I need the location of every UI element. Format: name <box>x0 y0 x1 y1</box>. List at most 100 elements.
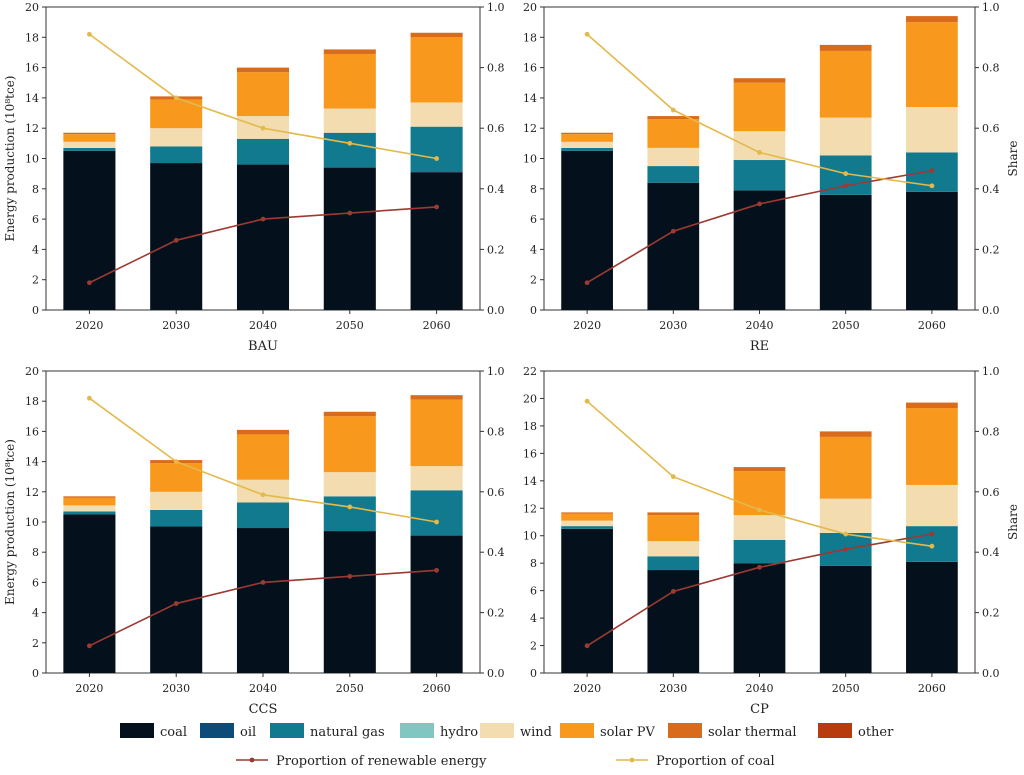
y2-tick-label: 0.6 <box>982 486 1000 499</box>
bar-segment-coal <box>561 528 613 673</box>
bar-segment-wind <box>819 117 872 156</box>
bar-segment-solar-thermal <box>906 16 958 23</box>
point-renewable <box>87 643 92 649</box>
bar-segment-natural-gas <box>63 511 116 515</box>
bar-segment-solar-pv <box>236 72 290 117</box>
y2-tick-label: 0.0 <box>982 304 1000 317</box>
y-tick-label: 2 <box>32 637 39 650</box>
point-coal-share <box>670 474 676 480</box>
y2-tick-label: 0.8 <box>487 62 505 75</box>
bar-segment-coal <box>323 531 376 673</box>
y-tick-label: 14 <box>25 456 39 469</box>
bar-segment-natural-gas <box>150 146 203 164</box>
y-tick-label: 12 <box>523 502 537 515</box>
bar-segment-solar-thermal <box>63 496 116 498</box>
point-renewable <box>670 228 676 234</box>
bar-segment-coal <box>906 191 958 310</box>
y-tick-label: 6 <box>530 585 537 598</box>
bar-segment-wind <box>323 108 376 133</box>
y-tick-label: 0 <box>530 667 537 680</box>
y-tick-label: 22 <box>523 365 537 378</box>
point-renewable <box>757 564 762 570</box>
y-axis-title: Energy production (10⁸tce) <box>3 439 17 605</box>
point-coal-share <box>929 183 935 189</box>
point-coal-share <box>584 398 590 404</box>
bar-segment-solar-thermal <box>561 132 613 135</box>
legend-marker-renewable <box>249 757 255 763</box>
bar-segment-solar-pv <box>906 408 958 485</box>
y-tick-label: 2 <box>530 274 537 287</box>
bar-segment-wind <box>150 128 203 147</box>
bar-segment-natural-gas <box>647 556 700 571</box>
bar-segment-wind <box>561 520 613 527</box>
bar-segment-solar-thermal <box>733 467 786 472</box>
bar-segment-coal <box>323 167 376 310</box>
bar-segment-natural-gas <box>410 490 463 536</box>
bar-segment-wind <box>733 131 786 161</box>
bar-segment-solar-pv <box>647 119 700 148</box>
bar-segment-solar-thermal <box>647 512 700 516</box>
y2-tick-label: 1.0 <box>982 365 1000 378</box>
y-tick-label: 18 <box>523 420 537 433</box>
x-tick-label: 2030 <box>162 682 190 695</box>
point-coal-share <box>670 107 676 113</box>
y-tick-label: 16 <box>523 447 537 460</box>
point-coal-share <box>434 519 439 525</box>
bar-segment-solar-pv <box>410 37 463 103</box>
point-renewable <box>347 210 353 216</box>
y2-tick-label: 0.2 <box>487 607 505 620</box>
y2-tick-label: 0.2 <box>982 243 1000 256</box>
y-tick-label: 12 <box>25 122 39 135</box>
y-tick-label: 8 <box>32 183 39 196</box>
point-renewable <box>260 216 266 222</box>
y-tick-label: 10 <box>523 153 537 166</box>
bar-segment-coal <box>906 561 958 673</box>
bar-segment-natural-gas <box>647 166 700 183</box>
bar-segment-solar-pv <box>819 50 872 118</box>
bar-segment-wind <box>647 147 700 167</box>
bar-segment-solar-pv <box>561 134 613 142</box>
bar-segment-wind <box>63 505 116 512</box>
y2-axis-title: Share <box>1006 141 1020 177</box>
y-tick-label: 10 <box>25 153 39 166</box>
bar-segment-solar-thermal <box>323 411 376 417</box>
bar-segment-solar-pv <box>410 399 463 467</box>
legend-label-wind: wind <box>520 725 552 740</box>
x-tick-label: 2050 <box>832 319 860 332</box>
bar-segment-natural-gas <box>733 539 786 564</box>
bar-segment-wind <box>561 141 613 148</box>
y-tick-label: 8 <box>530 557 537 570</box>
point-coal-share <box>757 150 762 155</box>
y-tick-label: 12 <box>523 122 537 135</box>
y-axis-title: Energy production (10⁸tce) <box>3 76 17 242</box>
y2-axis-title: Share <box>1006 504 1020 540</box>
bar-segment-wind <box>906 484 958 527</box>
y-tick-label: 10 <box>25 516 39 529</box>
bar-segment-natural-gas <box>410 126 463 173</box>
y2-tick-label: 0.8 <box>487 425 505 438</box>
bar-segment-coal <box>819 565 872 673</box>
bar-segment-solar-pv <box>323 53 376 109</box>
y-tick-label: 16 <box>25 425 39 438</box>
y2-tick-label: 0.2 <box>487 243 505 256</box>
bar-segment-wind <box>906 106 958 153</box>
point-coal-share <box>757 507 762 513</box>
x-tick-label: 2050 <box>336 682 364 695</box>
point-renewable <box>929 531 935 537</box>
y2-tick-label: 0.0 <box>982 667 1000 680</box>
bar-segment-natural-gas <box>561 526 613 529</box>
point-coal-share <box>173 459 179 464</box>
y-tick-label: 18 <box>523 31 537 44</box>
x-tick-label: 2050 <box>832 682 860 695</box>
y-tick-label: 10 <box>523 530 537 543</box>
bar-segment-coal <box>63 150 116 310</box>
y-tick-label: 8 <box>530 183 537 196</box>
bar-segment-natural-gas <box>236 502 290 529</box>
panel-title: BAU <box>248 339 278 354</box>
bar-segment-natural-gas <box>733 160 786 191</box>
panel-title: CP <box>750 702 769 717</box>
point-renewable <box>929 168 935 174</box>
bar-segment-solar-pv <box>63 134 116 142</box>
chart-panel-cp: 0 2 4 6 8 10 12 14 16 18 20 22 0.0 0.2 0.4 0.6 0.8 1.0 202… <box>523 365 1020 717</box>
x-tick-label: 2040 <box>746 682 774 695</box>
